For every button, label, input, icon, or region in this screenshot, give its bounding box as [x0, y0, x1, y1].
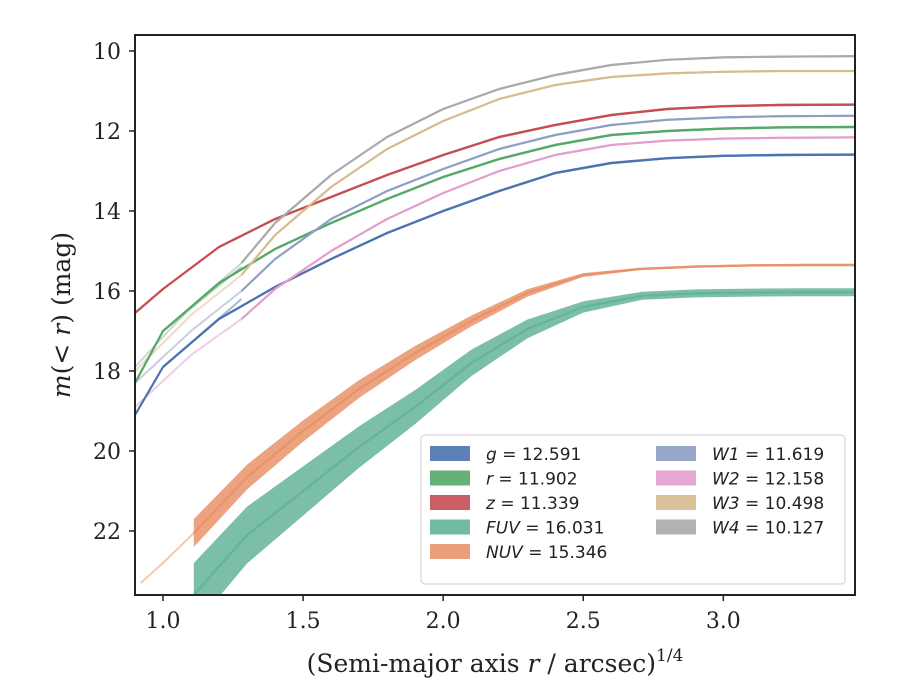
- data-layer: [135, 55, 855, 595]
- series-line: [193, 263, 855, 534]
- series-band: [193, 263, 855, 547]
- legend-label: W2 = 12.158: [712, 470, 824, 490]
- series-line: [240, 55, 855, 264]
- y-tick-label: 14: [93, 200, 121, 225]
- series-line: [240, 114, 855, 292]
- legend-label: W3 = 10.498: [712, 494, 824, 514]
- extrapolation-line: [135, 318, 243, 408]
- x-tick-label: 2.5: [566, 609, 601, 634]
- x-tick-label: 1.0: [146, 609, 181, 634]
- legend-swatch: [430, 495, 470, 510]
- legend-swatch: [656, 470, 696, 486]
- y-axis-label: m(< r) (mag): [47, 232, 76, 398]
- legend-label: z = 11.339: [485, 494, 579, 514]
- extrapolation-line: [139, 532, 195, 584]
- series-line: [192, 291, 855, 595]
- plot-frame: [134, 34, 856, 596]
- y-tick-label: 22: [93, 520, 121, 545]
- legend-label: W1 = 11.619: [712, 445, 824, 465]
- legend-swatch: [656, 446, 696, 461]
- legend-label: FUV = 16.031: [486, 519, 604, 539]
- y-tick-label: 18: [93, 360, 121, 385]
- series-line: [240, 69, 855, 276]
- series-line: [135, 125, 855, 384]
- x-axis-label: (Semi-major axis r / arcsec)1/4: [307, 646, 684, 678]
- legend-label: r = 11.902: [486, 470, 578, 490]
- y-tick-label: 20: [93, 440, 121, 465]
- legend-swatch: [430, 446, 470, 461]
- y-tick-label: 16: [93, 280, 121, 305]
- series-line: [240, 136, 855, 320]
- legend-label: NUV = 15.346: [486, 543, 607, 563]
- x-tick-label: 3.0: [706, 609, 741, 634]
- legend-entries: g = 12.591 r = 11.902 z = 11.339 FUV = 16.0…: [430, 445, 824, 563]
- y-tick-label: 12: [93, 120, 121, 145]
- extrapolation-line: [135, 290, 243, 384]
- legend-swatch: [656, 495, 696, 510]
- series-line: [135, 153, 855, 416]
- x-tick-label: 2.0: [426, 609, 461, 634]
- legend: g = 12.591 r = 11.902 z = 11.339 FUV = 16.0…: [420, 434, 846, 585]
- legend-swatch: [430, 519, 470, 535]
- tick-layer: 1.0 1.5 2.0 2.5 3.0 10 12 14 16 18 20 22: [93, 40, 741, 634]
- y-tick-label: 10: [93, 40, 121, 65]
- legend-label: g = 12.591: [486, 445, 581, 465]
- series-band: [135, 103, 855, 315]
- series-line: [135, 103, 855, 314]
- legend-swatch: [656, 519, 696, 535]
- legend-swatch: [430, 470, 470, 486]
- legend-swatch: [430, 544, 470, 559]
- extrapolation-line: [135, 274, 243, 372]
- x-tick-label: 1.5: [286, 609, 321, 634]
- legend-box: [420, 434, 846, 585]
- legend-label: W4 = 10.127: [712, 519, 824, 539]
